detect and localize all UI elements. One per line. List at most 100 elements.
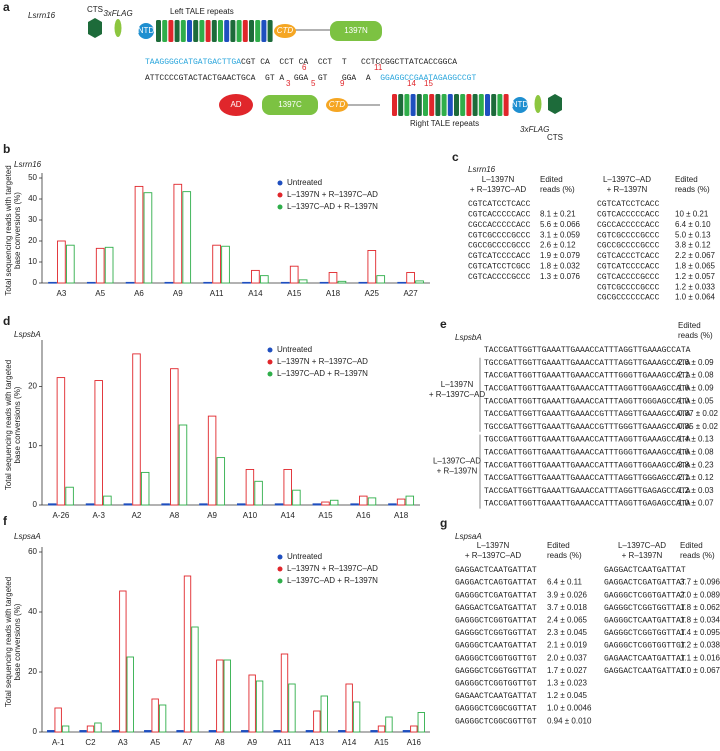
sequence: CGTCGCCCCGCCC (468, 231, 531, 240)
x-tick-label: A3 (118, 738, 128, 747)
column-header: reads (%) (547, 551, 582, 560)
x-tick-label: A13 (310, 738, 325, 747)
y-axis-label: Total sequencing reads with targeted (4, 360, 13, 490)
n1397-box (330, 21, 382, 41)
y-tick-label: 60 (28, 547, 37, 556)
bar (376, 275, 386, 284)
edited-reads: 1.0 ± 0.0046 (547, 704, 592, 713)
x-tick-label: A25 (365, 289, 380, 298)
x-tick-label: A15 (318, 511, 333, 520)
label: 3xFLAG (520, 125, 549, 134)
repeat (255, 20, 261, 42)
y-tick-label: 0 (33, 278, 38, 287)
repeat (423, 94, 428, 116)
table-title: LspsaA (455, 532, 482, 541)
column-header: reads (%) (678, 331, 713, 340)
flag-icon (114, 19, 122, 37)
bar (207, 415, 217, 506)
bar (126, 656, 134, 733)
bar (183, 575, 192, 733)
sequence: GAGGGCTCGGTGATTAT (455, 617, 537, 626)
repeat (224, 20, 230, 42)
repeat (218, 20, 223, 42)
edited-reads: 1.2 ± 0.033 (675, 282, 716, 291)
label: 3xFLAG (103, 9, 132, 18)
edited-reads: 6.4 ± 0.10 (675, 220, 711, 229)
label: NTD (512, 100, 529, 109)
bar (338, 730, 346, 733)
repeat (249, 20, 254, 42)
legend-label: L–1397N + R–1397C–AD (287, 564, 378, 573)
legend-label: L–1397C–AD + R–1397N (277, 369, 368, 378)
sequence: CGTCATCCTCGCC (468, 263, 531, 272)
y-tick-label: 0 (33, 500, 38, 509)
bar (396, 498, 406, 506)
edited-reads: 2.1 ± 0.019 (547, 641, 588, 650)
sequence: GAGGGCTCAATGATTAT (604, 617, 686, 626)
sequence: CGCGCCCCCCACC (597, 294, 660, 303)
edited-reads: 2.6 ± 0.12 (540, 241, 576, 250)
edited-reads: 1.8 ± 0.032 (540, 262, 581, 271)
chart-title: Lsrrn16 (14, 160, 42, 169)
legend-label: L–1397N + R–1397C–AD (277, 357, 368, 366)
x-tick-label: A7 (183, 738, 193, 747)
legend-swatch (277, 578, 283, 584)
bar (236, 503, 246, 506)
sequence: GAGGGCTCGGTGGTTGT (604, 642, 686, 651)
column-header: Edited (540, 175, 563, 184)
repeat (392, 94, 397, 116)
left-repeats (156, 20, 273, 42)
edited-reads: 3.7 ± 0.018 (547, 603, 588, 612)
ad-icon (219, 94, 253, 116)
sequence: CGTCACCCCCACC (597, 211, 660, 220)
x-tick-label: A9 (207, 511, 217, 520)
bar (255, 680, 264, 733)
column-header: Edited (547, 541, 570, 550)
bar (212, 244, 221, 284)
x-tick-label: A-26 (52, 511, 69, 520)
edited-reads: 1.0 ± 0.067 (680, 666, 720, 675)
group-label: L–1397C–AD (618, 541, 666, 550)
x-tick-label: A18 (326, 289, 341, 298)
bar (292, 489, 301, 506)
bar (94, 722, 102, 733)
spacer: ATTCCCCGTACTACTGAACTGCA GT A GGA GT GGA … (145, 74, 380, 83)
edited-reads: 0.85 ± 0.02 (678, 422, 719, 431)
repeat (435, 94, 441, 116)
bar (123, 503, 133, 506)
repeat (156, 20, 161, 42)
edited-reads: 2.1 ± 0.08 (678, 371, 714, 380)
repeat (230, 20, 236, 42)
sequence: TACCGATTGGTTGAAATTGAAACCATTTGGGTTGAAAGCC… (484, 372, 691, 381)
bar (388, 503, 397, 506)
panel-letter: b (3, 142, 10, 156)
panel-letter: e (440, 317, 447, 331)
bar (280, 281, 290, 284)
column-header: Edited (680, 541, 703, 550)
reference-sequence: CGTCATCCTCACC (468, 200, 531, 209)
edited-reads: 1.3 ± 0.023 (547, 679, 588, 688)
panel-letter: c (452, 150, 459, 164)
binding-site: TAAGGGGCATGATGACTTGA (145, 58, 241, 67)
group-label: L–1397C–AD (603, 175, 651, 184)
bar (402, 730, 411, 733)
repeat (478, 94, 484, 116)
repeat (404, 94, 410, 116)
column-header: reads (%) (680, 551, 715, 560)
bar (321, 501, 330, 506)
column-header: reads (%) (675, 185, 710, 194)
legend-label: L–1397N + R–1397C–AD (287, 190, 378, 199)
edited-reads: 5.0 ± 0.13 (675, 230, 711, 239)
legend-swatch (277, 204, 283, 210)
bar (417, 712, 425, 733)
y-tick-label: 40 (28, 607, 37, 616)
repeat (180, 20, 186, 42)
bar (273, 730, 281, 733)
bar (119, 590, 127, 733)
bar (47, 730, 55, 733)
bar (406, 272, 415, 284)
sequence: TACCGATTGGTTGAAATTGAAACCATTTAGGTTGGGAGCC… (484, 397, 691, 406)
bar (385, 716, 393, 733)
ctd-icon (274, 24, 296, 38)
bar (221, 245, 230, 284)
